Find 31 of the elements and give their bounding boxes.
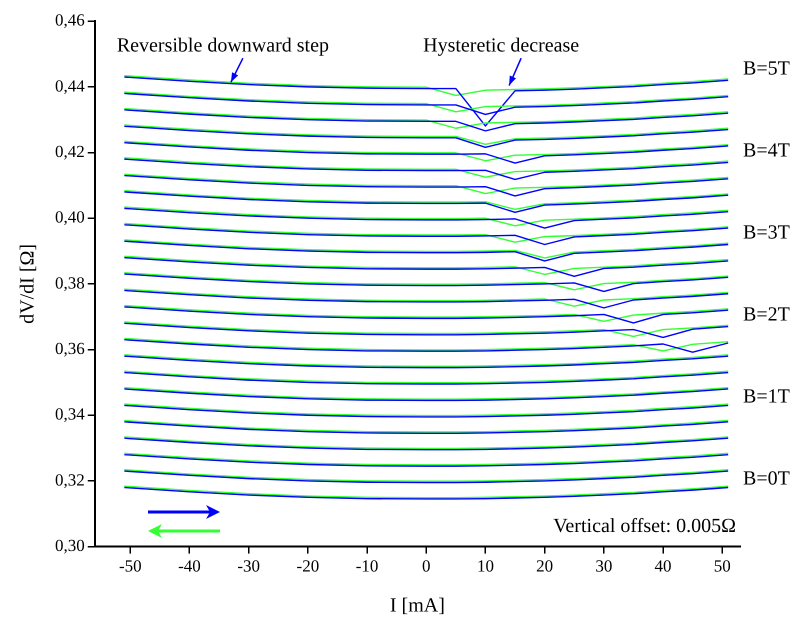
x-tick-label: 0 xyxy=(422,556,431,576)
y-axis-title: dV/dI [Ω] xyxy=(16,244,38,324)
x-tick-label: -30 xyxy=(237,556,260,576)
annotation: B=4T xyxy=(743,139,790,162)
x-tick-label: 50 xyxy=(714,556,731,576)
annotation: B=3T xyxy=(743,221,790,244)
annotation: B=0T xyxy=(743,468,790,490)
y-tick-label: 0,38 xyxy=(55,273,85,292)
annotation: B=5T xyxy=(743,57,790,80)
annotation: B=1T xyxy=(743,386,790,408)
y-tick-label: 0,30 xyxy=(55,536,85,556)
y-tick-label: 0,42 xyxy=(55,142,85,162)
annotation: Reversible downward step xyxy=(116,34,329,56)
y-tick-label: 0,44 xyxy=(55,76,86,96)
x-tick-label: -40 xyxy=(178,556,201,576)
y-tick-label: 0,34 xyxy=(55,404,86,424)
y-tick-label: 0,40 xyxy=(55,208,85,227)
y-tick-label: 0,32 xyxy=(55,470,85,490)
annotation: B=2T xyxy=(743,304,790,326)
x-tick-label: -10 xyxy=(356,556,378,576)
x-tick-label: 30 xyxy=(595,556,612,576)
x-tick-label: 40 xyxy=(654,556,672,576)
x-tick-label: -50 xyxy=(118,556,142,576)
annotation: Hysteretic decrease xyxy=(423,34,580,56)
x-tick-label: 20 xyxy=(536,556,554,576)
x-tick-label: 10 xyxy=(476,556,494,576)
y-tick-label: 0,36 xyxy=(55,339,85,358)
x-tick-label: -20 xyxy=(296,556,320,576)
y-tick-label: 0,46 xyxy=(55,10,85,30)
x-axis-title: I [mA] xyxy=(390,594,445,616)
annotation: Vertical offset: 0.005Ω xyxy=(553,514,736,537)
